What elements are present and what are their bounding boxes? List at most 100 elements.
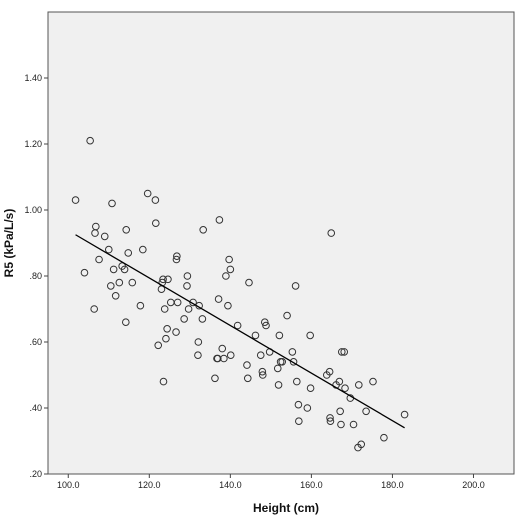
data-point	[95, 255, 103, 264]
data-point	[124, 249, 133, 257]
data-point	[163, 325, 171, 333]
y-tick-label: .60	[29, 337, 42, 347]
data-point	[220, 354, 228, 363]
data-point	[291, 282, 300, 290]
data-point	[245, 278, 253, 287]
data-point	[225, 255, 233, 264]
regression-line	[75, 234, 405, 429]
data-point	[180, 315, 188, 323]
data-point	[274, 381, 283, 389]
data-point	[122, 226, 131, 234]
data-point	[341, 384, 349, 393]
data-point	[159, 275, 167, 284]
data-point	[215, 216, 224, 224]
data-point	[162, 334, 170, 343]
data-point	[108, 199, 116, 208]
data-point	[111, 292, 120, 300]
data-point	[288, 348, 297, 356]
data-point	[294, 400, 303, 409]
data-point	[214, 295, 223, 303]
data-point	[233, 321, 242, 330]
data-point	[306, 331, 314, 340]
y-tick-label: 1.40	[24, 73, 42, 83]
data-point	[128, 278, 137, 287]
data-point	[173, 252, 181, 261]
data-point	[337, 420, 345, 429]
data-point	[306, 384, 315, 393]
data-point	[198, 315, 207, 323]
data-point	[151, 219, 160, 227]
data-point	[92, 222, 100, 231]
x-tick-label: 140.0	[219, 480, 242, 490]
data-point	[172, 255, 181, 264]
data-point	[275, 331, 284, 340]
data-point	[380, 433, 388, 442]
data-point	[355, 381, 363, 389]
data-point	[222, 272, 230, 280]
data-point	[164, 275, 172, 284]
data-point	[258, 371, 267, 379]
data-point	[243, 374, 252, 383]
data-point	[100, 232, 109, 241]
data-point	[194, 351, 202, 360]
data-point	[160, 305, 169, 313]
data-point	[400, 410, 409, 419]
data-point	[80, 268, 89, 277]
x-tick-label: 160.0	[300, 480, 323, 490]
data-point	[122, 318, 130, 327]
data-point	[336, 407, 344, 416]
data-point	[340, 348, 349, 356]
data-point	[224, 301, 232, 310]
data-point	[369, 377, 377, 386]
data-point	[115, 278, 124, 287]
data-point	[251, 331, 260, 340]
data-point	[327, 229, 336, 237]
data-point	[357, 440, 366, 449]
y-axis-title: R5 (kPa/L/s)	[2, 209, 16, 278]
data-point	[325, 367, 334, 376]
data-point	[326, 417, 335, 426]
data-point	[183, 282, 191, 290]
data-point	[293, 377, 301, 386]
data-point	[326, 414, 334, 422]
data-point	[184, 305, 193, 313]
y-tick-label: 1.00	[24, 205, 42, 215]
data-point	[159, 377, 168, 386]
y-tick-label: 1.20	[24, 139, 42, 149]
x-tick-label: 120.0	[138, 480, 161, 490]
y-tick-label: .40	[29, 403, 42, 413]
data-point	[194, 338, 203, 346]
data-point	[71, 196, 80, 204]
data-point	[151, 196, 160, 204]
data-point	[337, 348, 346, 356]
x-axis: 100.0 120.0 140.0 160.0 180.0 200.0	[57, 474, 485, 490]
x-tick-label: 100.0	[57, 480, 80, 490]
data-point	[154, 341, 163, 350]
data-point	[109, 265, 118, 274]
data-point	[104, 245, 113, 254]
data-point	[295, 417, 303, 426]
data-point	[107, 282, 115, 290]
data-point	[120, 265, 129, 274]
data-point	[143, 189, 152, 198]
data-point	[218, 344, 227, 353]
data-point	[183, 272, 192, 280]
data-point	[172, 328, 180, 336]
data-point	[278, 358, 287, 366]
data-point	[303, 404, 312, 412]
data-point	[256, 351, 265, 360]
regression-line-group	[75, 234, 405, 429]
data-point	[211, 374, 219, 383]
data-point	[262, 321, 270, 330]
plot-area	[47, 11, 515, 475]
x-axis-title: Height (cm)	[253, 501, 319, 515]
data-point	[226, 351, 235, 360]
y-tick-label: .20	[29, 469, 42, 479]
data-point	[349, 420, 358, 429]
data-point	[283, 311, 291, 320]
data-point	[199, 226, 207, 234]
data-point	[289, 358, 298, 366]
data-point	[136, 301, 145, 310]
data-point	[86, 136, 94, 145]
